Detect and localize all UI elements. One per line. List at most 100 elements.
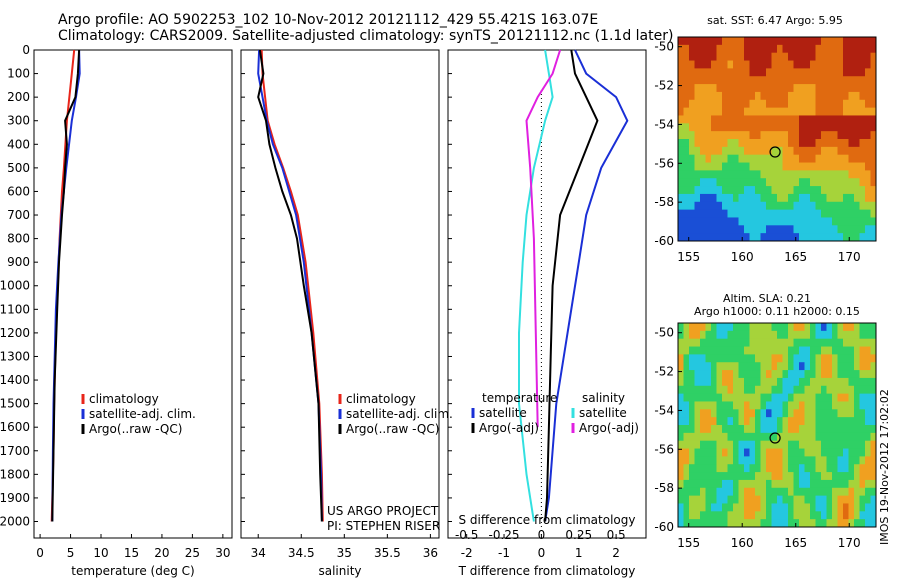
map-cell <box>810 385 816 395</box>
map-cell <box>722 479 728 489</box>
map-cell <box>821 511 827 520</box>
map-cell <box>771 146 778 156</box>
map-cell <box>788 393 794 402</box>
map-cell <box>788 495 794 504</box>
map-cell <box>766 154 772 164</box>
map-cell <box>788 162 794 171</box>
map-cell <box>738 346 745 355</box>
map-cell <box>832 107 838 116</box>
map-cell <box>799 178 805 187</box>
map-cell <box>788 115 794 124</box>
map-cell <box>689 519 695 528</box>
map-cell <box>771 370 778 379</box>
map-cell <box>766 146 772 156</box>
map-cell <box>749 209 756 218</box>
map-cell <box>793 479 800 489</box>
map-cell <box>870 52 877 62</box>
map-cell <box>700 479 706 489</box>
map-cell <box>854 362 860 371</box>
map-cell <box>815 209 822 218</box>
map-cell <box>766 448 772 457</box>
map-cell <box>821 393 827 402</box>
map-cell <box>766 233 772 242</box>
map-cell <box>700 377 706 387</box>
map-cell <box>678 330 684 340</box>
map-cell <box>716 330 723 340</box>
map-cell <box>777 464 783 473</box>
x-tick-label: 30 <box>215 546 230 560</box>
map-cell <box>760 209 767 218</box>
map-cell <box>711 186 717 195</box>
map-cell <box>678 68 684 77</box>
map-cell <box>727 131 734 140</box>
map-cell <box>848 162 855 171</box>
map-cell <box>777 162 783 171</box>
map-cell <box>755 91 761 101</box>
map-cell <box>683 170 690 179</box>
map-cell <box>859 417 866 426</box>
map-cell <box>865 330 871 340</box>
map-cell <box>815 464 822 473</box>
map-cell <box>804 225 811 234</box>
map-cell <box>683 385 690 395</box>
legend-label: Argo(..raw -QC) <box>89 422 182 436</box>
map-cell <box>821 60 827 69</box>
map-cell <box>859 385 866 395</box>
map-cell <box>744 456 750 465</box>
map-cell <box>744 115 750 124</box>
map-cell <box>744 123 750 132</box>
map-cell <box>782 115 789 124</box>
salinity-x-axis: 34 34.5 35 35.5 36 <box>241 49 438 560</box>
map-cell <box>865 115 871 124</box>
map-cell <box>700 511 706 520</box>
map-cell <box>826 456 833 465</box>
map-cell <box>722 209 728 218</box>
map-cell <box>810 409 816 418</box>
map-cell <box>793 99 800 109</box>
map-cell <box>744 209 750 218</box>
map-cell <box>705 217 712 226</box>
map-cell <box>755 76 761 85</box>
map-cell <box>788 385 794 395</box>
map-cell <box>755 330 761 340</box>
map-cell <box>804 456 811 465</box>
map-cell <box>832 186 838 195</box>
map-cell <box>749 362 756 371</box>
map-cell <box>865 99 871 109</box>
map-cell <box>788 330 794 340</box>
map-cell <box>848 448 855 457</box>
map-cell <box>788 370 794 379</box>
map-cell <box>843 377 849 387</box>
map-cell <box>810 362 816 371</box>
x-tick-label: 25 <box>185 546 200 560</box>
map-cell <box>815 170 822 179</box>
map-cell <box>865 52 871 62</box>
map-cell <box>854 131 860 140</box>
map-cell <box>832 84 838 93</box>
map-cell <box>722 440 728 450</box>
map-cell <box>821 178 827 187</box>
map-cell <box>821 217 827 226</box>
map-cell <box>859 68 866 77</box>
map-cell <box>810 162 816 171</box>
map-cell <box>865 60 871 69</box>
map-cell <box>865 377 871 387</box>
map-cell <box>782 76 789 85</box>
map-cell <box>744 346 750 355</box>
map-cell <box>870 338 877 348</box>
map-cell <box>722 60 728 69</box>
map-cell <box>771 409 778 418</box>
map-cell <box>771 139 778 148</box>
map-cell <box>782 193 789 203</box>
map-cell <box>766 479 772 489</box>
salinity-x-label: salinity <box>318 564 361 578</box>
map-cell <box>705 162 712 171</box>
map-cell <box>804 178 811 187</box>
series-line <box>518 49 554 522</box>
map-cell <box>782 60 789 69</box>
figure-title-line-1: Argo profile: AO 5902253_102 10-Nov-2012… <box>58 12 599 28</box>
map-cell <box>815 225 822 234</box>
map-cell <box>755 178 761 187</box>
map-cell <box>804 417 811 426</box>
map-cell <box>804 503 811 512</box>
